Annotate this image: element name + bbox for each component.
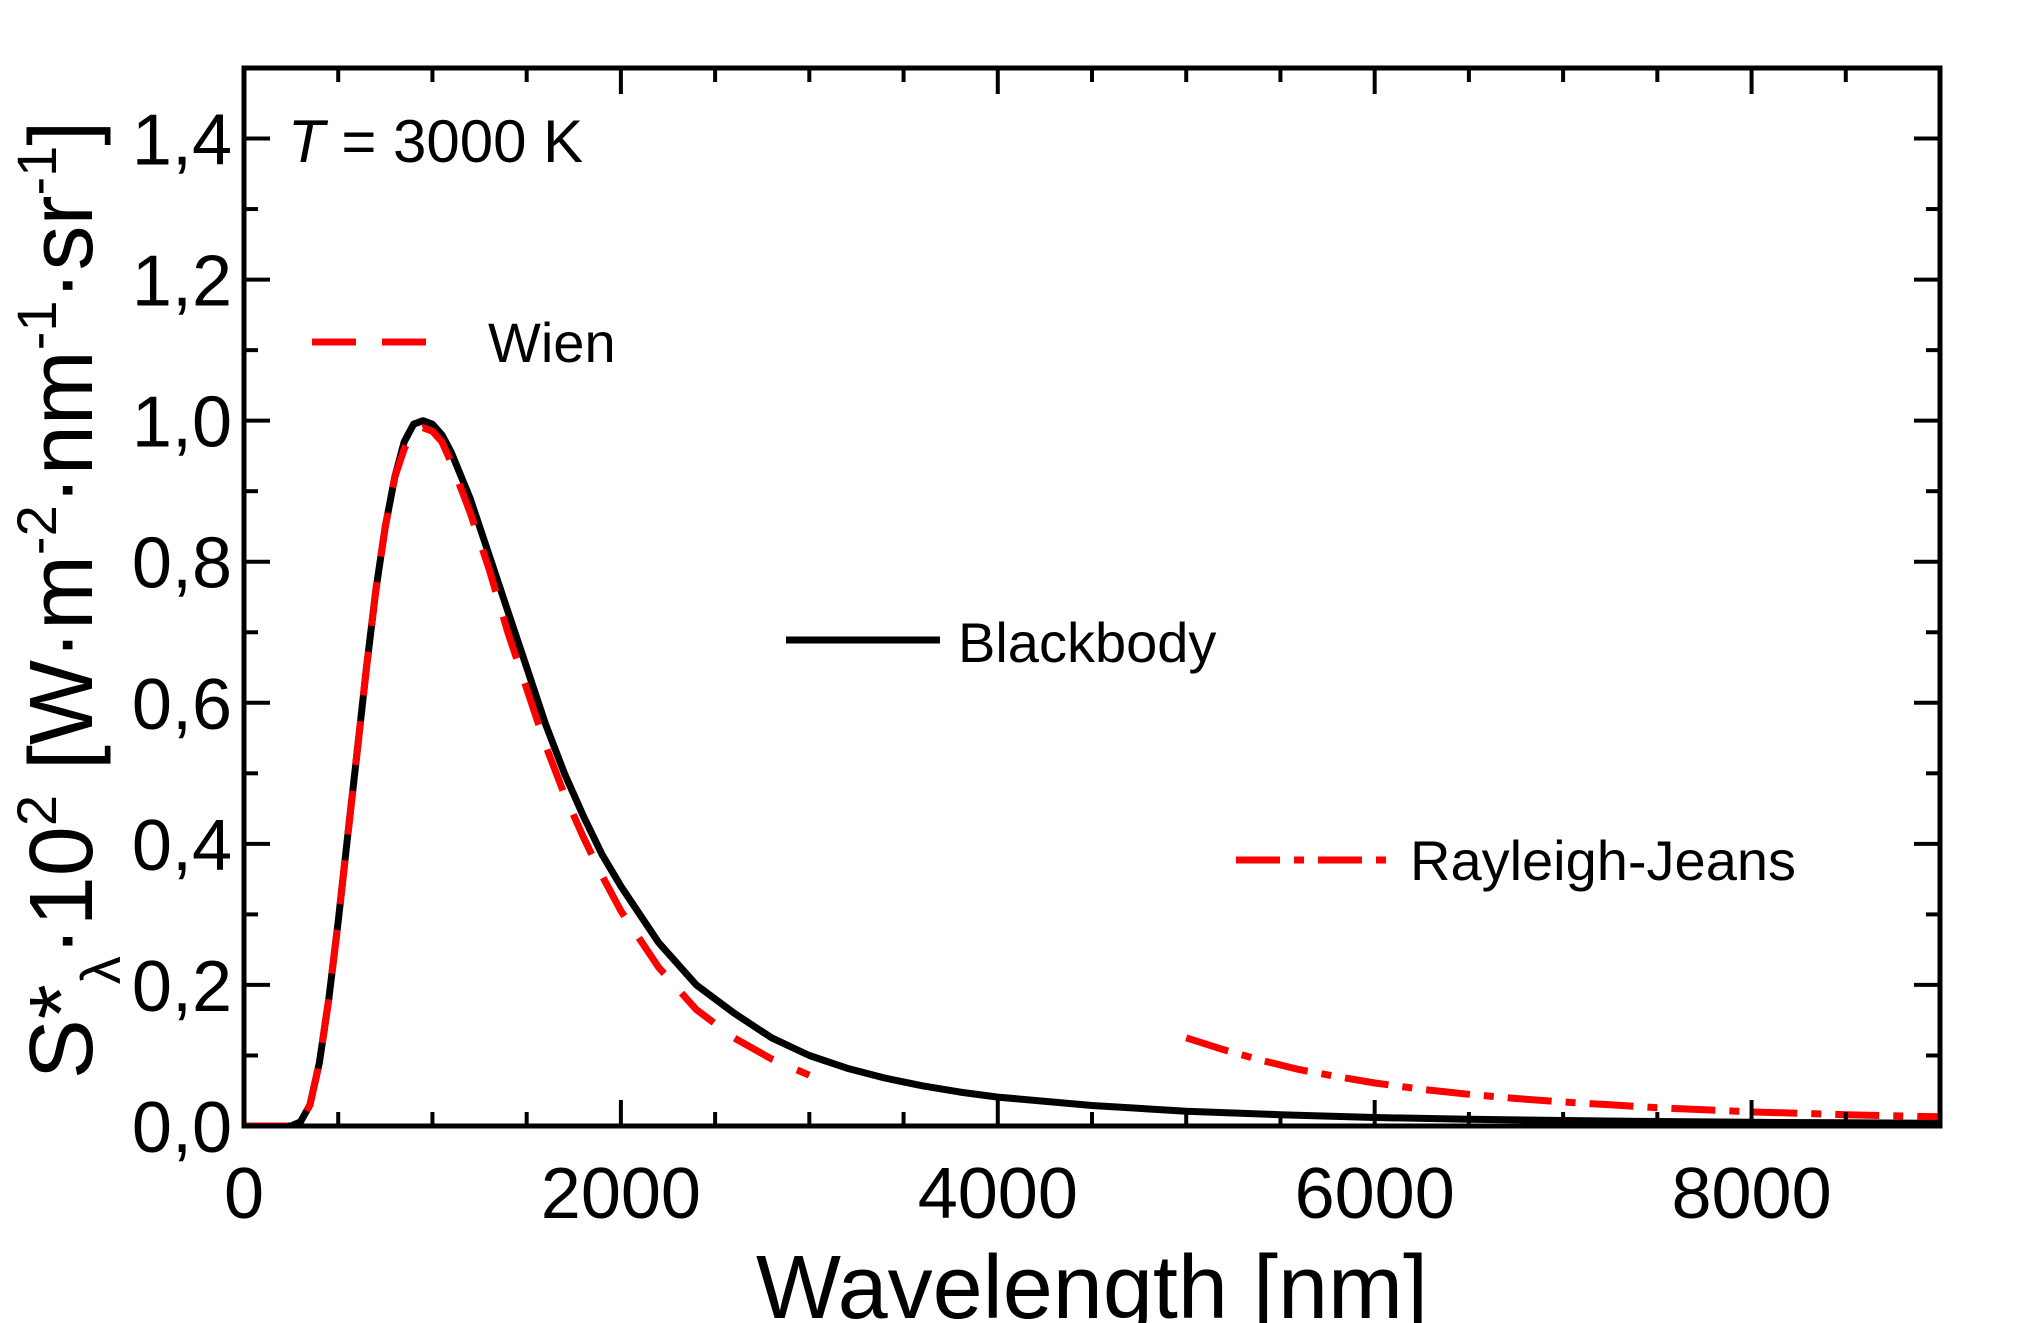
x-tick-label: 6000 <box>1295 1154 1455 1234</box>
y-tick-label: 0,4 <box>132 806 232 886</box>
y-tick-label: 0,8 <box>132 524 232 604</box>
y-tick-label: 0,0 <box>132 1088 232 1168</box>
y-axis-title-exp2: -2 <box>5 505 68 555</box>
y-tick-label: 0,2 <box>132 947 232 1027</box>
y-axis-title-unit-d: ] <box>12 121 112 146</box>
temperature-annotation-var: T <box>288 108 329 175</box>
x-tick-label: 2000 <box>541 1154 701 1234</box>
y-tick-label: 1,4 <box>132 101 232 181</box>
y-axis-title-subscript: λ <box>69 956 132 984</box>
x-tick-label: 0 <box>224 1154 264 1234</box>
y-axis-title-unit-c: ·sr <box>12 196 112 301</box>
legend: Wien Blackbody Rayleigh-Jeans <box>312 311 1796 892</box>
y-tick-labels: 0,0 0,2 0,4 0,6 0,8 1,0 1,2 1,4 <box>132 101 232 1168</box>
y-axis-title-exp1: 2 <box>5 795 68 826</box>
legend-label-wien: Wien <box>488 311 616 374</box>
y-axis-title: S*λ·102 [W·m-2·nm-1·sr-1] <box>5 121 132 1080</box>
y-axis-title-mid: ·10 <box>12 826 112 956</box>
x-tick-label: 4000 <box>918 1154 1078 1234</box>
y-axis-title-exp4: -1 <box>5 146 68 196</box>
legend-label-blackbody: Blackbody <box>958 611 1216 674</box>
series-layer <box>244 417 1940 1126</box>
legend-label-rayleigh-jeans: Rayleigh-Jeans <box>1410 829 1796 892</box>
y-tick-label: 0,6 <box>132 665 232 745</box>
y-tick-label: 1,2 <box>132 242 232 322</box>
series-wien <box>244 424 811 1126</box>
series-rayleigh-jeans <box>1185 1034 1940 1121</box>
x-tick-label: 8000 <box>1671 1154 1831 1234</box>
y-axis-title-unit-a: [W·m <box>12 555 112 795</box>
temperature-annotation-rest: = 3000 K <box>325 108 584 175</box>
y-tick-label: 1,0 <box>132 383 232 463</box>
y-axis-title-unit-b: ·nm <box>12 350 112 505</box>
x-tick-labels: 0 2000 4000 6000 8000 <box>224 1154 1832 1234</box>
temperature-annotation: T = 3000 K <box>288 108 583 175</box>
series-blackbody <box>244 417 1940 1126</box>
y-axis-title-exp3: -1 <box>5 300 68 350</box>
y-axis-title-base: S* <box>12 984 112 1079</box>
x-axis-title: Wavelength [nm] <box>756 1238 1428 1323</box>
plot-frame <box>241 65 1943 1129</box>
